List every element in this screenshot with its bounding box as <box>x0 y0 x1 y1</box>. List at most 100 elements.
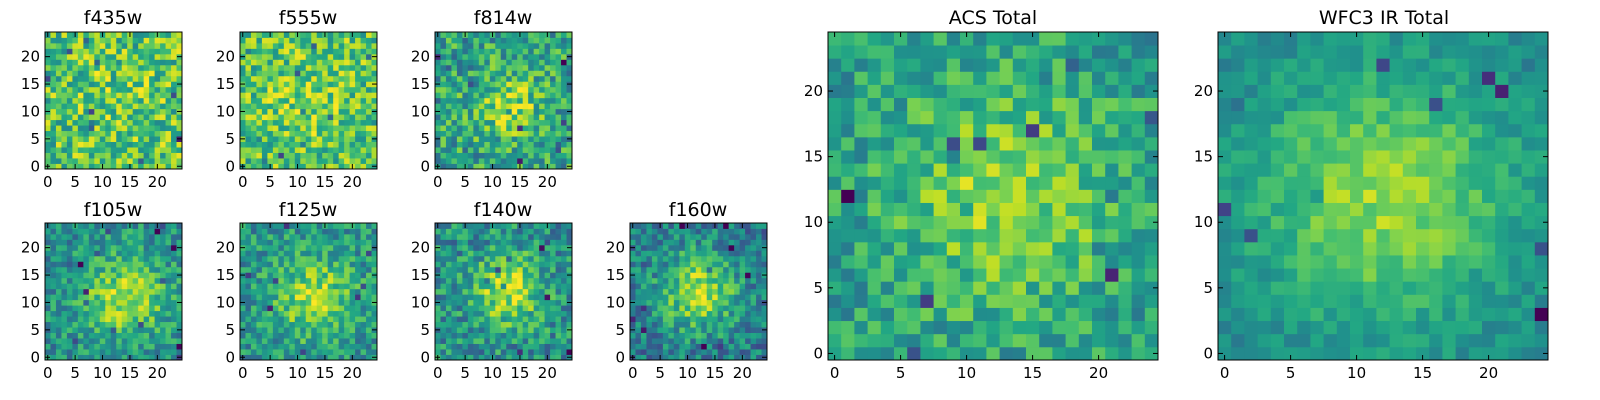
heatmap-cell <box>355 158 361 164</box>
plot-frame <box>629 222 768 361</box>
heatmap-cell <box>127 255 134 262</box>
heatmap-cell <box>143 48 150 55</box>
heatmap-cell <box>646 305 653 312</box>
heatmap-cell <box>349 266 356 273</box>
heatmap-cell <box>500 288 507 295</box>
heatmap-cell <box>305 277 312 284</box>
heatmap-cell <box>267 255 274 262</box>
heatmap-cell <box>1144 346 1159 361</box>
heatmap-cell <box>999 215 1014 230</box>
heatmap-cell <box>484 158 491 164</box>
heatmap-cell <box>338 294 345 301</box>
heatmap-cell <box>149 277 155 284</box>
x-tick-label: 0 <box>238 364 248 382</box>
heatmap-cell <box>506 130 513 137</box>
heatmap-cell <box>355 75 361 82</box>
heatmap-cell <box>154 59 161 66</box>
heatmap-cell <box>322 266 329 273</box>
heatmap-cell <box>261 158 268 164</box>
heatmap-cell <box>371 349 378 355</box>
heatmap-cell <box>706 266 713 273</box>
heatmap-cell <box>50 299 57 306</box>
heatmap-cell <box>305 114 312 121</box>
y-tick-label: 0 <box>225 157 235 175</box>
heatmap-cell <box>94 250 101 257</box>
heatmap-cell <box>528 244 535 251</box>
heatmap-cell <box>127 97 134 104</box>
heatmap-cell <box>657 255 664 262</box>
heatmap-cell <box>467 37 474 44</box>
heatmap-cell <box>657 228 664 235</box>
heatmap-cell <box>121 343 128 350</box>
heatmap-cell <box>371 233 378 240</box>
heatmap-cell <box>522 147 529 153</box>
heatmap-cell <box>300 266 307 273</box>
heatmap-cell <box>322 158 329 164</box>
heatmap-cell <box>240 332 246 339</box>
heatmap-cell <box>338 283 345 290</box>
heatmap-cell <box>171 75 177 82</box>
heatmap-cell <box>841 346 855 361</box>
heatmap-cell <box>110 152 117 159</box>
heatmap-cell <box>555 114 562 121</box>
heatmap-cell <box>750 305 757 312</box>
heatmap-cell <box>349 53 356 60</box>
heatmap-cell <box>533 86 540 93</box>
heatmap-cell <box>473 277 480 284</box>
heatmap-cell <box>435 266 441 273</box>
heatmap-cell <box>867 241 882 256</box>
heatmap-cell <box>566 255 573 262</box>
heatmap-cell <box>679 255 686 262</box>
heatmap-cell <box>533 349 540 355</box>
heatmap-cell <box>50 294 57 301</box>
heatmap-cell <box>511 294 518 301</box>
heatmap-cell <box>484 59 491 66</box>
heatmap-cell <box>61 92 68 99</box>
heatmap-cell <box>72 48 79 55</box>
heatmap-cell <box>366 75 372 82</box>
heatmap-cell <box>105 239 112 246</box>
heatmap-cell <box>533 92 540 99</box>
heatmap-cell <box>662 239 669 246</box>
heatmap-cell <box>289 338 296 344</box>
heatmap-cell <box>544 48 551 55</box>
heatmap-cell <box>165 37 172 44</box>
heatmap-cell <box>283 239 290 246</box>
heatmap-cell <box>154 261 161 268</box>
heatmap-cell <box>105 81 112 88</box>
heatmap-cell <box>511 332 518 339</box>
heatmap-cell <box>907 163 921 177</box>
heatmap-cell <box>66 152 73 159</box>
heatmap-cell <box>467 321 474 328</box>
heatmap-cell <box>440 244 447 251</box>
heatmap-cell <box>77 354 84 361</box>
heatmap-cell <box>646 349 653 355</box>
heatmap-cell <box>278 103 285 110</box>
heatmap-cell <box>445 92 452 99</box>
heatmap-cell <box>327 272 334 279</box>
heatmap-cell <box>250 147 257 153</box>
heatmap-cell <box>61 299 68 306</box>
heatmap-cell <box>121 244 128 251</box>
heatmap-cell <box>338 349 345 355</box>
heatmap-cell <box>451 228 458 235</box>
heatmap-cell <box>986 294 1000 308</box>
heatmap-cell <box>149 136 155 142</box>
heatmap-cell <box>555 108 562 115</box>
heatmap-cell <box>690 244 697 251</box>
heatmap-cell <box>94 147 101 153</box>
heatmap-cell <box>462 239 469 246</box>
heatmap-cell <box>165 277 172 284</box>
heatmap-cell <box>635 250 642 257</box>
heatmap-cell <box>77 338 84 344</box>
heatmap-cell <box>250 97 257 104</box>
heatmap-cell <box>149 327 155 333</box>
heatmap-cell <box>723 272 730 279</box>
heatmap-cell <box>511 277 518 284</box>
heatmap-cell <box>986 281 1000 295</box>
heatmap-cell <box>550 277 556 284</box>
heatmap-cell <box>668 321 675 328</box>
heatmap-cell <box>132 114 139 121</box>
heatmap-cell <box>311 130 318 137</box>
heatmap-cell <box>679 299 686 306</box>
